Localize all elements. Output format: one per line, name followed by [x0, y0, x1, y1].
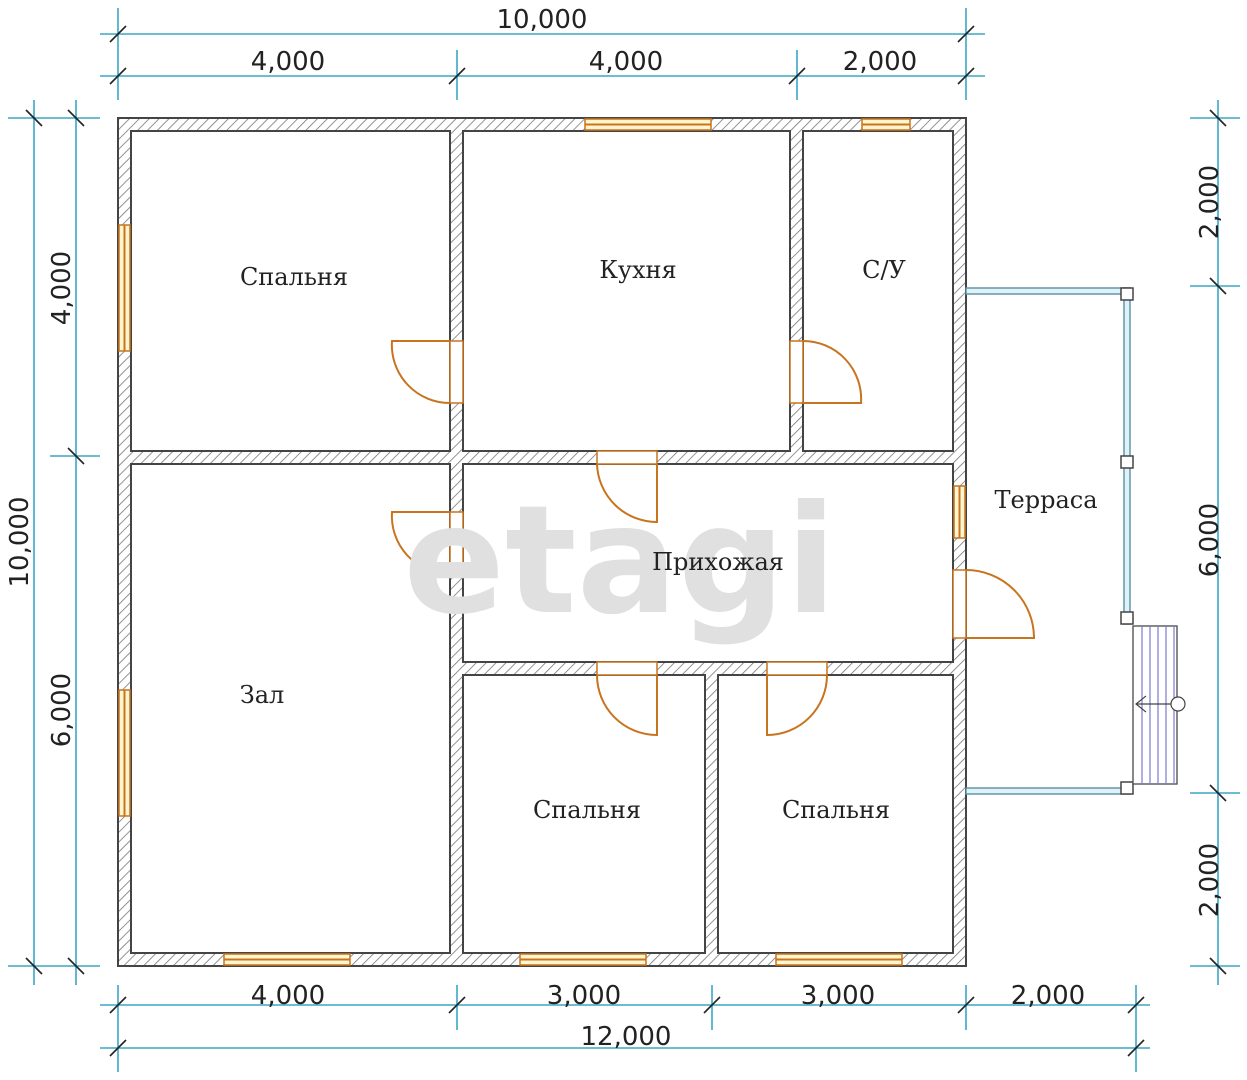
- dim-top-2: 4,000: [589, 47, 663, 77]
- door-bedroom-s2-swing: [766, 674, 828, 737]
- door-opening-entrance: [952, 569, 967, 639]
- doors: [390, 339, 1036, 737]
- door-opening-bedroom-nw: [449, 340, 464, 404]
- room-label-kitchen: Кухня: [599, 256, 676, 284]
- terrace-post-4: [1120, 781, 1134, 795]
- terrace-rail-top: [965, 287, 1131, 295]
- door-bedroom-s1-swing: [596, 674, 658, 737]
- door-opening-bedroom-s2: [766, 661, 828, 676]
- terrace-stairs: [1132, 625, 1186, 785]
- dim-bottom-total: 12,000: [581, 1022, 672, 1052]
- watermark: etagi: [403, 474, 836, 648]
- door-entrance-swing: [965, 569, 1036, 639]
- terrace-post-3: [1120, 611, 1134, 625]
- bottom-dimensions: 4,000 3,000 3,000 2,000 12,000: [100, 981, 1150, 1072]
- dim-right-1: 2,000: [1195, 165, 1225, 239]
- door-opening-bedroom-s1: [596, 661, 658, 676]
- top-dimensions: 10,000 4,000 4,000 2,000: [100, 5, 985, 100]
- door-living-swing: [390, 511, 451, 576]
- door-bedroom-nw-swing: [390, 340, 451, 405]
- room-label-bedroom-s1: Спальня: [533, 796, 641, 824]
- room-label-bedroom-s2: Спальня: [782, 796, 890, 824]
- dim-top-3: 2,000: [843, 47, 917, 77]
- door-kitchen-swing: [596, 463, 658, 524]
- room-labels: Спальня Кухня С/У Терраса Прихожая Зал С…: [240, 256, 1098, 824]
- terrace-post-1: [1120, 287, 1134, 301]
- terrace-rail-bottom: [965, 787, 1131, 795]
- dim-bottom-4: 2,000: [1011, 981, 1085, 1011]
- door-opening-kitchen: [596, 450, 658, 465]
- dim-right-3: 2,000: [1195, 843, 1225, 917]
- walls: [117, 117, 967, 967]
- dim-bottom-3: 3,000: [801, 981, 875, 1011]
- dim-bottom-1: 4,000: [251, 981, 325, 1011]
- dim-left-1: 4,000: [47, 251, 77, 325]
- room-label-bathroom: С/У: [862, 256, 906, 284]
- room-label-living: Зал: [240, 681, 285, 709]
- hatched-walls: [117, 117, 967, 967]
- dim-bottom-2: 3,000: [547, 981, 621, 1011]
- windows: [118, 118, 966, 966]
- dim-right-2: 6,000: [1195, 503, 1225, 577]
- door-bathroom-swing: [802, 339, 863, 404]
- room-label-hallway: Прихожая: [652, 548, 784, 576]
- dim-left-total: 10,000: [5, 497, 35, 588]
- room-label-terrace: Терраса: [995, 486, 1098, 514]
- door-opening-living: [449, 511, 464, 575]
- right-dimensions: 2,000 6,000 2,000: [1190, 100, 1240, 985]
- door-opening-bathroom: [789, 340, 804, 404]
- dim-top-1: 4,000: [251, 47, 325, 77]
- dim-left-2: 6,000: [47, 673, 77, 747]
- terrace: [965, 287, 1186, 795]
- room-label-bedroom-nw: Спальня: [240, 263, 348, 291]
- dim-top-total: 10,000: [497, 5, 588, 35]
- terrace-post-2: [1120, 455, 1134, 469]
- left-dimensions: 10,000 4,000 6,000: [5, 100, 100, 985]
